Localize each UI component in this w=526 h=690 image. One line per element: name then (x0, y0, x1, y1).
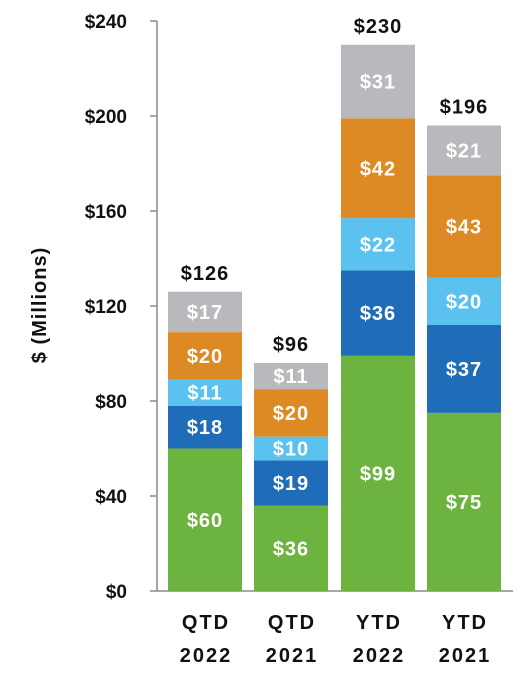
bar-segment (427, 325, 501, 413)
segment-value-label: $10 (273, 439, 309, 461)
y-tick-label: $40 (95, 487, 127, 508)
y-tick-label: $200 (85, 107, 127, 128)
segment-value-label: $20 (446, 291, 482, 313)
y-tick-label: $0 (106, 582, 127, 603)
bar-segment (254, 505, 328, 591)
segment-value-label: $42 (360, 158, 396, 180)
y-axis-title: $ (Millions) (29, 247, 51, 363)
y-tick-label: $160 (85, 202, 127, 223)
category-label: 2021 (439, 645, 492, 667)
bar-segment (427, 412, 501, 591)
total-value-label: $196 (440, 97, 489, 119)
y-tick-label: $80 (95, 392, 127, 413)
category-label: YTD (442, 612, 488, 634)
segment-value-label: $99 (360, 463, 396, 485)
labels: $60 $18 $11 $20 $17 $126 QTD 2022 $36 $19 $10 $20 $1… (180, 16, 492, 667)
segment-value-label: $20 (187, 346, 223, 368)
bar-segment (341, 270, 415, 356)
total-value-label: $126 (181, 263, 230, 285)
bar-segment (341, 355, 415, 591)
bar-segment (168, 448, 242, 591)
bar-segment (427, 125, 501, 176)
segment-value-label: $37 (446, 359, 482, 381)
category-label: QTD (182, 612, 230, 634)
y-tick-label: $240 (85, 12, 127, 33)
bar-segment (168, 291, 242, 333)
bar-segment (254, 436, 328, 461)
category-label: QTD (268, 612, 316, 634)
bar-segment (168, 405, 242, 449)
bars (168, 44, 501, 591)
segment-value-label: $19 (273, 473, 309, 495)
bar-segment (254, 389, 328, 437)
segment-value-label: $36 (273, 538, 309, 560)
segment-value-label: $17 (187, 302, 223, 324)
segment-value-label: $22 (360, 234, 396, 256)
bar-segment (168, 379, 242, 406)
segment-value-label: $21 (446, 140, 482, 162)
segment-value-label: $20 (273, 403, 309, 425)
bar-segment (341, 118, 415, 219)
segment-value-label: $11 (187, 383, 222, 405)
bar-segment (427, 175, 501, 278)
segment-value-label: $43 (446, 216, 482, 238)
segment-value-label: $60 (187, 510, 223, 532)
segment-value-label: $31 (360, 72, 396, 94)
total-value-label: $230 (354, 16, 403, 38)
total-value-label: $96 (273, 334, 309, 356)
bar-segment (341, 44, 415, 119)
category-label: 2021 (266, 645, 319, 667)
bar-segment (427, 277, 501, 325)
category-label: 2022 (353, 645, 406, 667)
category-label: 2022 (180, 645, 233, 667)
segment-value-label: $11 (273, 366, 308, 388)
bar-segment (341, 218, 415, 271)
y-tick-label: $120 (85, 297, 127, 318)
category-label: YTD (356, 612, 402, 634)
bar-segment (254, 363, 328, 390)
segment-value-label: $36 (360, 303, 396, 325)
segment-value-label: $75 (446, 492, 482, 514)
segment-value-label: $18 (187, 417, 223, 439)
bar-segment (168, 332, 242, 380)
bar-segment (254, 460, 328, 506)
